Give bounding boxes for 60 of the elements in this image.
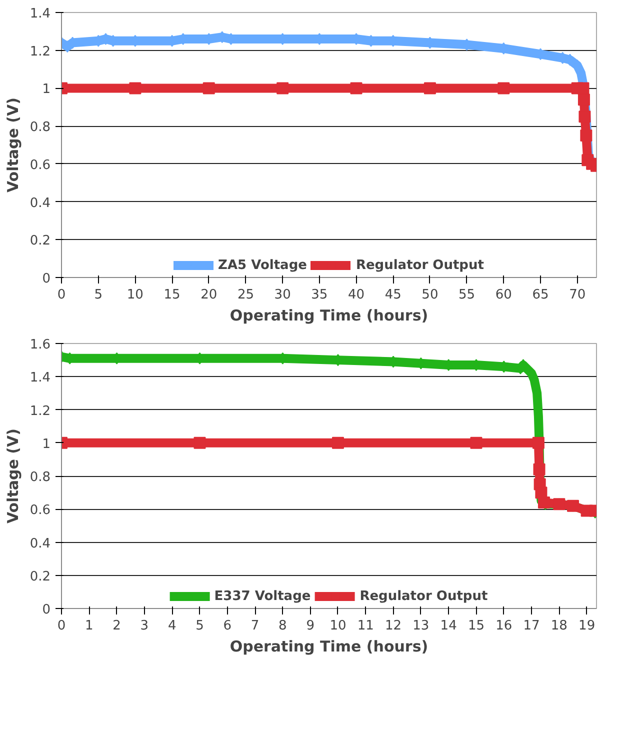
x-tick-label: 9 bbox=[306, 618, 314, 634]
x-tick-label: 30 bbox=[274, 288, 291, 302]
x-tick-label: 5 bbox=[196, 618, 204, 634]
x-tick-label: 13 bbox=[412, 618, 430, 634]
x-axis-title: Operating Time (hours) bbox=[230, 306, 428, 324]
y-tick-label: 0.8 bbox=[30, 470, 51, 485]
x-tick-label: 60 bbox=[495, 288, 512, 302]
y-tick-label: 0.4 bbox=[30, 536, 51, 552]
x-tick-label: 55 bbox=[458, 288, 476, 302]
x-tick-label: 16 bbox=[496, 618, 512, 634]
x-tick-label: 11 bbox=[357, 618, 374, 634]
x-tick-label: 70 bbox=[569, 288, 586, 302]
legend-label: Regulator Output bbox=[360, 588, 488, 604]
y-tick-label: 1.2 bbox=[30, 44, 51, 60]
y-tick-label: 1.2 bbox=[30, 404, 51, 419]
x-tick-label: 14 bbox=[440, 618, 457, 634]
x-tick-label: 6 bbox=[223, 618, 232, 634]
x-tick-label: 18 bbox=[550, 618, 568, 634]
x-tick-label: 17 bbox=[523, 618, 540, 634]
x-tick-label: 40 bbox=[348, 288, 365, 302]
x-tick-label: 15 bbox=[468, 618, 485, 634]
x-tick-label: 5 bbox=[94, 288, 102, 302]
x-tick-label: 50 bbox=[422, 288, 438, 302]
x-tick-label: 2 bbox=[112, 618, 121, 634]
x-tick-label: 0 bbox=[57, 288, 66, 302]
x-tick-label: 7 bbox=[250, 618, 260, 634]
x-tick-label: 10 bbox=[330, 618, 346, 634]
x-tick-label: 10 bbox=[126, 288, 144, 302]
x-tick-label: 8 bbox=[278, 618, 287, 634]
y-tick-label: 0.6 bbox=[30, 503, 51, 518]
x-axis-title: Operating Time (hours) bbox=[230, 638, 428, 656]
x-tick-label: 1 bbox=[85, 618, 94, 634]
y-tick-label: 0.2 bbox=[30, 234, 51, 249]
legend-label: ZA5 Voltage bbox=[218, 258, 307, 272]
y-tick-label: 1 bbox=[42, 436, 51, 452]
y-tick-label: 1.4 bbox=[30, 6, 51, 22]
y-tick-label: 1.4 bbox=[30, 370, 51, 386]
y-axis-title: Voltage (V) bbox=[4, 98, 22, 192]
y-tick-label: 0.4 bbox=[30, 196, 51, 211]
legend-label: Regulator Output bbox=[356, 258, 484, 272]
x-tick-label: 25 bbox=[237, 288, 254, 302]
legend-label: E337 Voltage bbox=[214, 588, 311, 604]
y-tick-label: 0 bbox=[42, 602, 51, 618]
x-tick-label: 12 bbox=[385, 618, 402, 634]
y-tick-label: 0 bbox=[42, 272, 51, 286]
y-tick-label: 1 bbox=[42, 82, 51, 98]
x-tick-label: 0 bbox=[57, 618, 66, 634]
y-tick-label: 0.8 bbox=[30, 120, 51, 136]
x-tick-label: 45 bbox=[384, 288, 402, 302]
y-tick-label: 0.2 bbox=[30, 569, 51, 584]
x-tick-label: 20 bbox=[200, 288, 218, 302]
y-tick-label: 1.6 bbox=[30, 338, 51, 352]
x-tick-label: 4 bbox=[168, 618, 176, 634]
x-tick-label: 65 bbox=[532, 288, 549, 302]
x-tick-label: 15 bbox=[164, 288, 180, 302]
x-tick-label: 19 bbox=[578, 618, 596, 634]
x-tick-label: 35 bbox=[311, 288, 328, 302]
y-tick-label: 0.6 bbox=[30, 158, 51, 173]
x-tick-label: 3 bbox=[140, 618, 149, 634]
y-axis-title: Voltage (V) bbox=[4, 428, 22, 524]
